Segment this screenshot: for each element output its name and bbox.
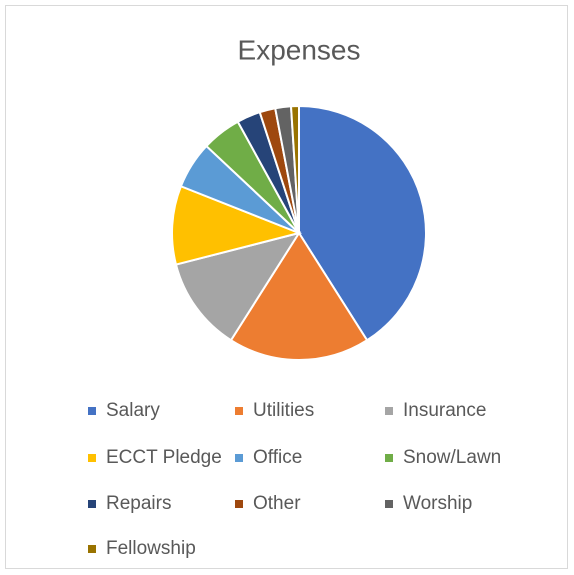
legend-marker (385, 500, 393, 508)
legend-label: ECCT Pledge (106, 447, 222, 468)
legend-label: Repairs (106, 493, 171, 514)
legend-marker (235, 500, 243, 508)
legend-label: Utilities (253, 400, 314, 421)
legend-label: Office (253, 447, 302, 468)
legend-label: Worship (403, 493, 472, 514)
legend-marker (385, 407, 393, 415)
legend-marker (88, 454, 96, 462)
chart-title: Expenses (238, 34, 361, 65)
legend-marker (88, 545, 96, 553)
pie-slice (289, 104, 300, 234)
legend-marker (88, 407, 96, 415)
legend-label: Salary (106, 400, 160, 421)
legend-label: Fellowship (106, 538, 196, 559)
legend-marker (88, 500, 96, 508)
pie-slice (174, 231, 302, 342)
legend-marker (235, 407, 243, 415)
legend-marker (235, 454, 243, 462)
legend-label: Other (253, 493, 301, 514)
pie-slice (171, 184, 303, 266)
legend-label: Insurance (403, 400, 486, 421)
legend-label: Snow/Lawn (403, 447, 501, 468)
pie-slice (229, 231, 369, 361)
legend-marker (385, 454, 393, 462)
